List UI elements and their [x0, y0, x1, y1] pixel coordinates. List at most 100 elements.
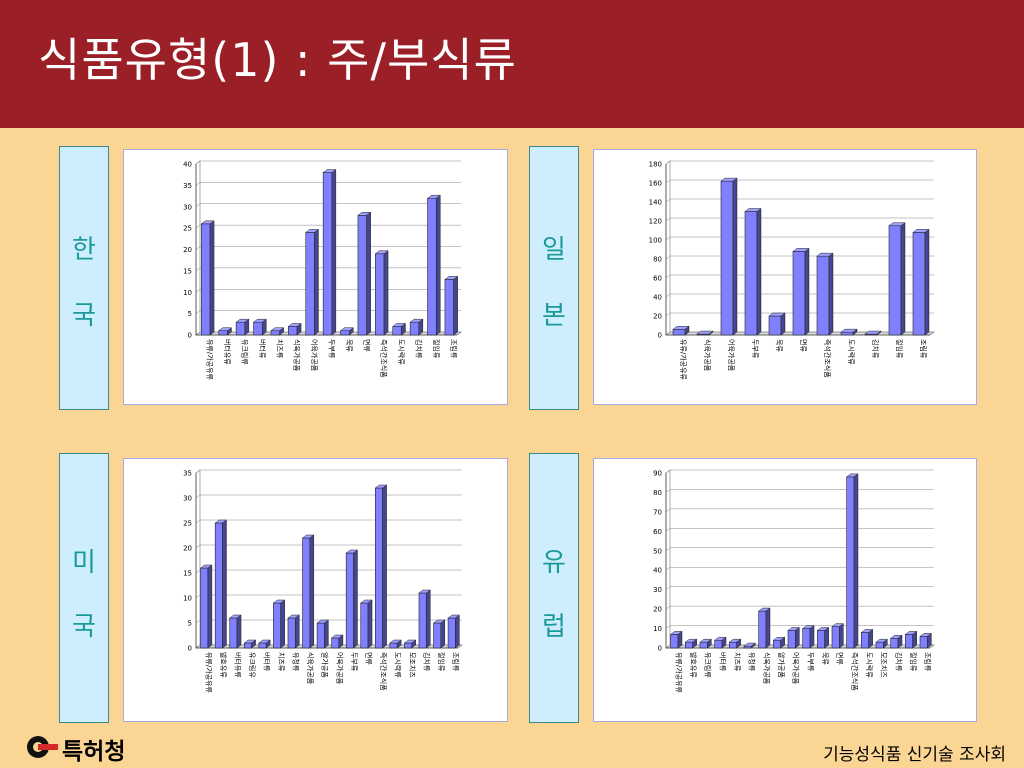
gridline-connector	[195, 289, 201, 293]
x-tick-label: 조림류	[452, 652, 460, 672]
bar	[831, 623, 845, 649]
bar-side	[209, 220, 215, 336]
bar-front	[360, 602, 369, 649]
chart-svg: 0 10 20 30 40 50 60 70 80 90 유류/가공유류 발효유류 유크림류 버터류 치즈류…	[653, 469, 935, 694]
x-tick-label: 치즈류	[277, 652, 286, 672]
y-tick-label: 25	[183, 520, 192, 528]
bar-front	[816, 255, 830, 336]
x-tick-label: 유크림류	[704, 652, 712, 678]
x-tick-label: 면류	[836, 652, 845, 665]
bar-top	[229, 614, 242, 619]
bar-front	[433, 622, 442, 649]
x-tick-label: 버터유류	[233, 652, 242, 678]
bar-top	[357, 212, 372, 216]
gridline-connector	[195, 267, 201, 272]
bar-top	[713, 636, 727, 641]
x-tick-label: 발효유류	[219, 652, 228, 678]
bar-top	[744, 208, 762, 212]
bar-top	[904, 631, 918, 635]
bar-front	[831, 626, 840, 649]
gridline-connector	[195, 494, 201, 499]
y-tick-label: 30	[653, 586, 662, 594]
y-tick-label: 5	[188, 310, 192, 318]
bar	[889, 634, 903, 649]
x-tick-label: 두부류	[751, 339, 759, 359]
bar-top	[403, 639, 417, 644]
bar-top	[444, 276, 459, 280]
bar-front	[322, 172, 333, 336]
y-tick-label: 20	[183, 246, 192, 254]
x-tick-label: 어육가공품	[727, 339, 736, 372]
title-banner: 식품유형(1) : 주/부식류	[0, 0, 1024, 128]
bar-front	[840, 331, 854, 336]
x-tick-label: 두부류	[328, 339, 336, 359]
bar-top	[889, 635, 903, 639]
bar	[840, 328, 858, 336]
bar	[904, 630, 918, 649]
gridline-connector	[665, 312, 671, 317]
x-tick-label: 어육가공품	[792, 652, 801, 685]
bar-top	[360, 599, 373, 604]
gridline-connector	[665, 586, 671, 590]
bar-front	[447, 617, 456, 649]
gridline-connector	[195, 331, 201, 336]
region-label-korea: 한 국	[59, 146, 109, 410]
bar-front	[357, 215, 367, 336]
x-tick-label: 즉석간조식품	[379, 652, 388, 691]
bar	[444, 275, 459, 336]
x-tick-label: 조림류	[449, 339, 457, 359]
bar-front	[720, 180, 734, 336]
x-tick-label: 절임류	[909, 652, 917, 672]
bar-top	[912, 229, 930, 233]
bar-side	[383, 250, 389, 336]
bar	[672, 325, 690, 336]
x-tick-label: 면류	[362, 339, 371, 352]
x-tick-label: 유청류	[748, 652, 756, 672]
x-tick-label: 버터류	[718, 652, 727, 672]
x-tick-label: 식육가공품	[703, 339, 712, 372]
bar-front	[331, 637, 340, 649]
bar	[888, 222, 906, 336]
bar	[374, 484, 388, 649]
bar-front	[817, 630, 825, 649]
bar-side	[924, 228, 930, 336]
bar	[787, 627, 801, 649]
bar-front	[302, 537, 311, 649]
bar-front	[905, 634, 913, 649]
gridline-connector	[195, 469, 201, 474]
region-label-japan-2: 본	[542, 301, 566, 331]
gridline-connector	[665, 469, 671, 474]
bar-side	[426, 589, 431, 649]
x-tick-label: 모조치즈	[408, 652, 417, 678]
bar	[768, 312, 786, 336]
y-tick-label: 60	[653, 275, 662, 283]
bar-top	[316, 619, 330, 624]
bar-side	[353, 549, 358, 649]
bar-side	[795, 627, 800, 649]
bar-front	[768, 315, 782, 336]
x-tick-label: 절임류	[432, 339, 440, 359]
bar	[200, 220, 215, 336]
bar-side	[295, 614, 300, 649]
bar	[432, 619, 446, 649]
gridline-connector	[665, 160, 671, 165]
x-tick-label: 김치류	[415, 339, 424, 359]
bar-top	[772, 636, 786, 641]
region-label-korea-1: 한	[72, 235, 96, 265]
bar-top	[888, 222, 906, 226]
bar-top	[235, 318, 250, 323]
gridline-connector	[665, 547, 671, 551]
bar	[287, 614, 300, 649]
bar	[272, 599, 286, 649]
bar-side	[440, 619, 446, 649]
x-tick-label: 버터류	[263, 652, 272, 672]
bar	[845, 473, 859, 649]
bar-front	[273, 602, 281, 649]
bar-top	[801, 625, 815, 629]
bar-side	[756, 208, 762, 336]
region-label-japan: 일 본	[529, 146, 579, 410]
bar-top	[792, 248, 810, 252]
bar-top	[684, 638, 698, 643]
bar-top	[214, 519, 228, 524]
bar-top	[252, 318, 267, 323]
